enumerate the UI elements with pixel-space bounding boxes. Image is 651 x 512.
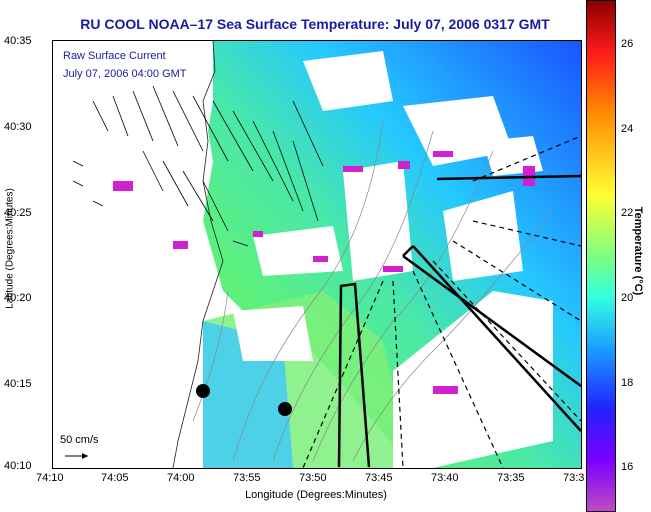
x-tick: 73:35: [497, 472, 525, 484]
y-tick: 40:35: [4, 35, 32, 47]
sst-map: [52, 40, 582, 469]
station-marker: [278, 402, 292, 416]
station-marker: [196, 384, 210, 398]
y-tick: 40:25: [4, 207, 32, 219]
y-axis-label: Latitude (Degrees:Minutes): [4, 188, 16, 309]
scale-label: 50 cm/s: [60, 434, 99, 446]
y-tick: 40:15: [4, 378, 32, 390]
cloud-mask: [233, 306, 313, 361]
colorbar-tick: 24: [621, 123, 634, 135]
overlay-label: Raw Surface Current: [63, 50, 166, 62]
surface-current-vectors: [72, 85, 324, 247]
colorbar-tick: 16: [621, 461, 634, 473]
x-tick: 74:10: [36, 472, 64, 484]
x-tick: 74:00: [167, 472, 195, 484]
scale-arrow-head: [82, 453, 88, 459]
temperature-colorbar: [586, 0, 616, 512]
overlay-date: July 07, 2006 04:00 GMT: [63, 68, 187, 80]
coastline: [172, 40, 224, 469]
cloud-mask: [253, 226, 343, 276]
x-tick: 74:05: [101, 472, 129, 484]
map-title: RU COOL NOAA–17 Sea Surface Temperature:…: [80, 16, 550, 32]
x-tick: 73:40: [431, 472, 459, 484]
survey-tracks: [337, 174, 582, 468]
colorbar-label: Temperature (°C): [632, 206, 644, 296]
colorbar-tick: 26: [621, 38, 634, 50]
cloud-mask: [303, 51, 393, 111]
colorbar-tick: 18: [621, 377, 634, 389]
bathymetry-contours: [192, 120, 554, 462]
y-tick: 40:20: [4, 292, 32, 304]
land-area: [53, 41, 223, 468]
radial-dashed-lines: [302, 135, 582, 469]
y-tick: 40:10: [4, 460, 32, 472]
x-tick: 73:50: [299, 472, 327, 484]
x-axis-label: Longitude (Degrees:Minutes): [245, 489, 387, 501]
colorbar-tick: 22: [621, 207, 634, 219]
cloud-mask: [443, 191, 523, 281]
x-tick: 73:45: [365, 472, 393, 484]
colorbar-tick: 20: [621, 292, 634, 304]
sst-map-canvas: [53, 40, 582, 469]
x-tick: 73:3: [563, 472, 585, 484]
x-tick: 73:55: [233, 472, 261, 484]
y-tick: 40:30: [4, 121, 32, 133]
cloud-mask: [343, 161, 413, 281]
